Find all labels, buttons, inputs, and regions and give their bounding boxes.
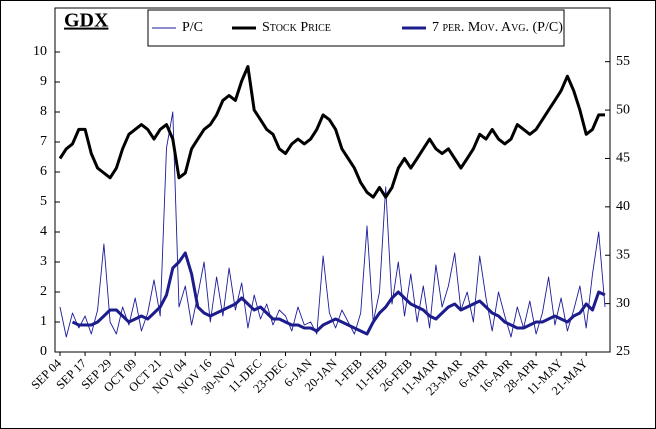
y2-tick-label: 40 (616, 199, 630, 214)
y-tick-label: 1 (40, 314, 47, 329)
y-tick-label: 9 (40, 74, 47, 89)
y2-tick-label: 45 (616, 151, 630, 166)
y-tick-label: 2 (40, 284, 47, 299)
y-tick-label: 8 (40, 104, 47, 119)
y-tick-label: 5 (40, 194, 47, 209)
y-tick-label: 7 (40, 134, 47, 149)
series-line (58, 65, 605, 199)
y2-tick-label: 30 (616, 296, 630, 311)
legend-box (147, 9, 565, 47)
y-tick-label: 4 (40, 224, 47, 239)
y-tick-label: 6 (40, 164, 47, 179)
legend-label: 7 per. Mov. Avg. (P/C) (432, 20, 563, 35)
y2-tick-label: 55 (616, 54, 630, 69)
legend-label: Stock Price (262, 20, 331, 35)
chart-title: GDX (64, 10, 109, 32)
y2-tick-label: 35 (616, 247, 630, 262)
legend-label: P/C (182, 20, 203, 35)
plot-frame (54, 7, 611, 353)
y2-tick-label: 50 (616, 102, 630, 117)
y-tick-label: 0 (40, 344, 47, 359)
series-line (71, 251, 606, 336)
y-tick-label: 10 (33, 44, 47, 59)
y-tick-label: 3 (40, 254, 47, 269)
y2-tick-label: 25 (616, 344, 630, 359)
